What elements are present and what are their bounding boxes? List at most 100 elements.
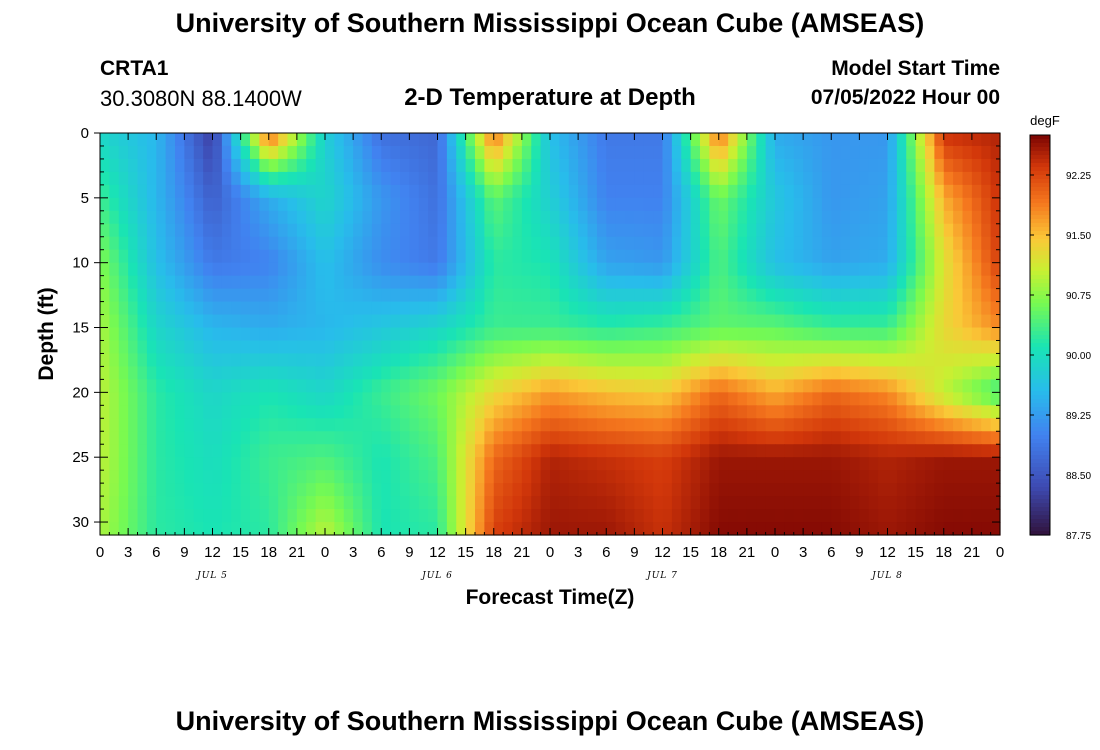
heatmap-cell [671,431,682,445]
heatmap-cell [850,158,860,173]
heatmap-cell [203,483,214,497]
heatmap-cell [381,249,392,264]
heatmap-cell [671,522,682,536]
heatmap-cell [259,444,270,458]
heatmap-cell [953,223,964,238]
heatmap-cell [756,262,767,277]
heatmap-cell [643,223,654,238]
heatmap-cell [475,275,485,290]
heatmap-cell [615,379,626,393]
heatmap-cell [371,392,382,406]
y-tick-label: 30 [72,514,89,531]
heatmap-cell [878,470,889,484]
heatmap-cell [203,405,214,419]
heatmap-cell [925,392,935,406]
heatmap-cell [559,444,570,458]
heatmap-cell [709,457,720,471]
heatmap-cell [193,340,204,355]
heatmap-cell [868,327,879,342]
heatmap-cell [587,223,598,238]
date-label: JUL 7 [645,571,678,581]
heatmap-cell [868,470,879,484]
heatmap-cell [428,405,439,419]
heatmap-cell [859,340,870,355]
heatmap-cell [418,431,429,445]
heatmap-cell [596,509,607,523]
heatmap-cell [709,145,720,160]
heatmap-cell [128,353,139,368]
colorbar-frame [1029,134,1051,536]
colorbar-tick-label: 90.00 [1066,351,1091,362]
heatmap-cell [915,327,926,342]
colorbar-segment [1030,467,1050,472]
heatmap-cell [971,483,982,497]
heatmap-cell [850,379,860,393]
heatmap-cell [334,184,345,199]
heatmap-cell [756,223,767,238]
heatmap-cell [353,483,364,497]
heatmap-cell [278,249,289,264]
heatmap-cell [793,353,804,368]
heatmap-cell [484,522,495,536]
heatmap-cell [278,431,289,445]
heatmap-cell [400,223,410,238]
heatmap-cell [268,470,279,484]
heatmap-cell [662,470,673,484]
heatmap-cell [362,392,373,406]
colorbar-segment [1030,271,1050,276]
heatmap-cell [765,392,776,406]
heatmap-cell [231,522,242,536]
heatmap-cell [793,197,804,212]
heatmap-cell [887,327,898,342]
heatmap-cell [193,483,204,497]
heatmap-cell [681,223,692,238]
heatmap-cell [643,133,654,147]
heatmap-cell [428,223,439,238]
heatmap-cell [587,366,598,380]
heatmap-cell [700,444,710,458]
heatmap-cell [521,327,532,342]
heatmap-cell [240,158,251,173]
heatmap-cell [306,340,317,355]
heatmap-cell [362,158,373,173]
heatmap-cell [193,236,204,251]
heatmap-cell [287,275,298,290]
heatmap-cell [390,522,401,536]
heatmap-cell [287,158,298,173]
heatmap-cell [559,496,570,510]
heatmap-cell [437,522,448,536]
heatmap-cell [156,522,167,536]
heatmap-cell [840,288,851,303]
heatmap-cell [184,197,195,212]
heatmap-cell [362,496,373,510]
heatmap-cell [212,405,223,419]
heatmap-cell [859,509,870,523]
heatmap-cell [934,509,945,523]
heatmap-cell [615,184,626,199]
heatmap-cell [662,457,673,471]
heatmap-cell [578,522,589,536]
heatmap-cell [165,418,176,432]
heatmap-cell [465,184,476,199]
heatmap-cell [615,418,626,432]
heatmap-cell [737,171,748,186]
heatmap-cell [643,366,654,380]
heatmap-cell [915,236,926,251]
heatmap-cell [559,288,570,303]
heatmap-cell [634,210,645,225]
colorbar-segment [1030,395,1050,400]
heatmap-cell [671,470,682,484]
heatmap-cell [109,392,120,406]
heatmap-cell [671,223,682,238]
heatmap-cell [428,340,439,355]
heatmap-cell [662,145,673,160]
heatmap-cell [437,496,448,510]
heatmap-cell [118,158,129,173]
heatmap-cell [118,470,129,484]
heatmap-cell [634,236,645,251]
heatmap-cell [240,353,251,368]
heatmap-cell [568,509,579,523]
heatmap-cell [596,444,607,458]
heatmap-cell [850,470,860,484]
heatmap-cell [746,366,757,380]
